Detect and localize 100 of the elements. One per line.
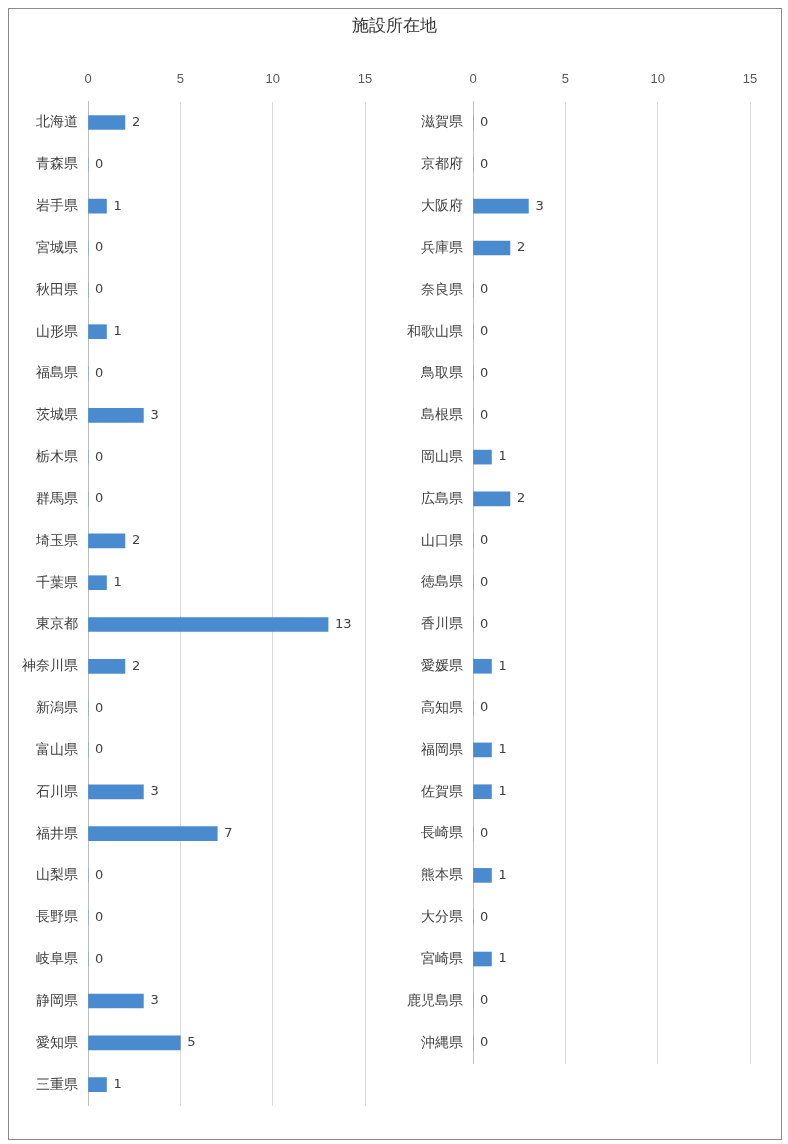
bar bbox=[88, 659, 126, 674]
data-label: 0 bbox=[95, 950, 104, 966]
y-tick-label: 熊本県 bbox=[421, 866, 463, 883]
y-tick-label: 福井県 bbox=[36, 824, 78, 841]
data-label: 0 bbox=[480, 323, 489, 339]
data-label: 0 bbox=[480, 113, 489, 129]
y-tick-label: 福島県 bbox=[36, 364, 78, 381]
y-tick-label: 新潟県 bbox=[36, 699, 78, 716]
y-tick-label: 長崎県 bbox=[421, 824, 463, 841]
y-tick-label: 徳島県 bbox=[421, 573, 463, 590]
y-tick-label: 兵庫県 bbox=[421, 238, 463, 255]
data-label: 0 bbox=[480, 364, 489, 380]
y-tick-label: 栃木県 bbox=[36, 448, 78, 465]
data-label: 0 bbox=[480, 699, 489, 715]
y-tick-label: 山梨県 bbox=[36, 866, 78, 883]
data-label: 2 bbox=[131, 657, 141, 673]
bar bbox=[88, 408, 144, 423]
y-tick-label: 奈良県 bbox=[421, 280, 463, 297]
y-tick-label: 福岡県 bbox=[421, 740, 463, 757]
bar bbox=[473, 491, 511, 507]
y-tick-label: 山口県 bbox=[421, 531, 463, 548]
bar bbox=[473, 658, 492, 674]
bar bbox=[473, 784, 492, 800]
bar bbox=[473, 868, 492, 883]
y-tick-label: 愛知県 bbox=[36, 1033, 78, 1050]
y-tick-label: 宮崎県 bbox=[421, 949, 463, 966]
y-tick-label: 鹿児島県 bbox=[407, 991, 463, 1008]
x-tick-label: 10 bbox=[650, 71, 665, 87]
y-tick-label: 大阪府 bbox=[421, 197, 463, 214]
data-label: 2 bbox=[516, 490, 526, 506]
data-label: 3 bbox=[535, 197, 544, 213]
y-tick-label: 和歌山県 bbox=[407, 322, 463, 339]
bar bbox=[473, 240, 511, 256]
y-tick-label: 茨城県 bbox=[36, 406, 78, 423]
chart-title: 施設所在地 bbox=[350, 14, 438, 37]
data-label: 3 bbox=[150, 992, 159, 1008]
data-label: 0 bbox=[95, 741, 104, 757]
bar bbox=[88, 784, 144, 800]
data-label: 0 bbox=[480, 908, 489, 924]
x-tick-label: 10 bbox=[265, 71, 280, 87]
y-tick-label: 秋田県 bbox=[36, 280, 78, 297]
y-tick-label: 東京都 bbox=[36, 615, 78, 632]
x-tick-label: 15 bbox=[357, 71, 373, 87]
data-label: 3 bbox=[150, 783, 159, 799]
data-label: 0 bbox=[480, 532, 489, 548]
y-tick-label: 神奈川県 bbox=[22, 657, 78, 674]
y-tick-label: 山形県 bbox=[36, 322, 78, 339]
data-label: 0 bbox=[480, 406, 489, 422]
y-tick-label: 富山県 bbox=[36, 740, 78, 757]
x-tick-label: 15 bbox=[742, 71, 758, 87]
bar bbox=[88, 826, 218, 842]
data-label: 0 bbox=[480, 992, 489, 1008]
data-label: 0 bbox=[95, 155, 104, 171]
data-label: 0 bbox=[480, 824, 489, 840]
data-label: 1 bbox=[113, 1076, 122, 1092]
data-label: 1 bbox=[498, 741, 507, 757]
data-label: 0 bbox=[480, 155, 489, 171]
y-tick-label: 長野県 bbox=[36, 908, 78, 925]
data-label: 7 bbox=[224, 825, 233, 841]
x-tick-label: 0 bbox=[84, 71, 92, 87]
bar bbox=[88, 1035, 181, 1051]
data-label: 0 bbox=[95, 908, 104, 924]
data-label: 0 bbox=[95, 866, 104, 882]
bar bbox=[88, 1077, 107, 1093]
y-tick-label: 石川県 bbox=[36, 782, 78, 799]
data-label: 0 bbox=[480, 281, 489, 297]
bar bbox=[88, 617, 329, 632]
data-label: 0 bbox=[480, 1034, 489, 1050]
data-label: 1 bbox=[498, 783, 507, 799]
data-label: 1 bbox=[113, 323, 122, 339]
bar bbox=[88, 575, 107, 591]
data-label: 1 bbox=[113, 574, 122, 590]
y-tick-label: 岐阜県 bbox=[36, 950, 78, 967]
y-tick-label: 京都府 bbox=[421, 155, 463, 172]
y-tick-label: 香川県 bbox=[421, 615, 463, 632]
y-tick-label: 沖縄県 bbox=[421, 1033, 463, 1050]
bar bbox=[88, 324, 107, 340]
x-tick-label: 5 bbox=[176, 71, 184, 87]
y-tick-label: 島根県 bbox=[421, 406, 463, 423]
x-tick-label: 5 bbox=[561, 71, 569, 87]
x-tick-label: 0 bbox=[469, 71, 477, 87]
data-label: 1 bbox=[498, 950, 507, 966]
data-label: 5 bbox=[187, 1034, 196, 1050]
y-tick-label: 宮城県 bbox=[36, 238, 78, 255]
y-tick-label: 静岡県 bbox=[36, 991, 78, 1008]
data-label: 2 bbox=[131, 113, 141, 129]
data-label: 3 bbox=[150, 406, 159, 422]
y-tick-label: 高知県 bbox=[421, 698, 463, 715]
data-label: 2 bbox=[131, 532, 141, 548]
bar bbox=[473, 951, 492, 967]
data-label: 1 bbox=[498, 657, 507, 673]
data-label: 0 bbox=[95, 448, 104, 464]
bar bbox=[473, 742, 492, 758]
bar bbox=[88, 198, 107, 214]
y-tick-label: 三重県 bbox=[36, 1075, 78, 1092]
y-tick-label: 青森県 bbox=[36, 155, 78, 172]
data-label: 0 bbox=[480, 615, 489, 631]
data-label: 1 bbox=[498, 448, 507, 464]
data-label: 0 bbox=[95, 490, 104, 506]
data-label: 1 bbox=[113, 197, 122, 213]
